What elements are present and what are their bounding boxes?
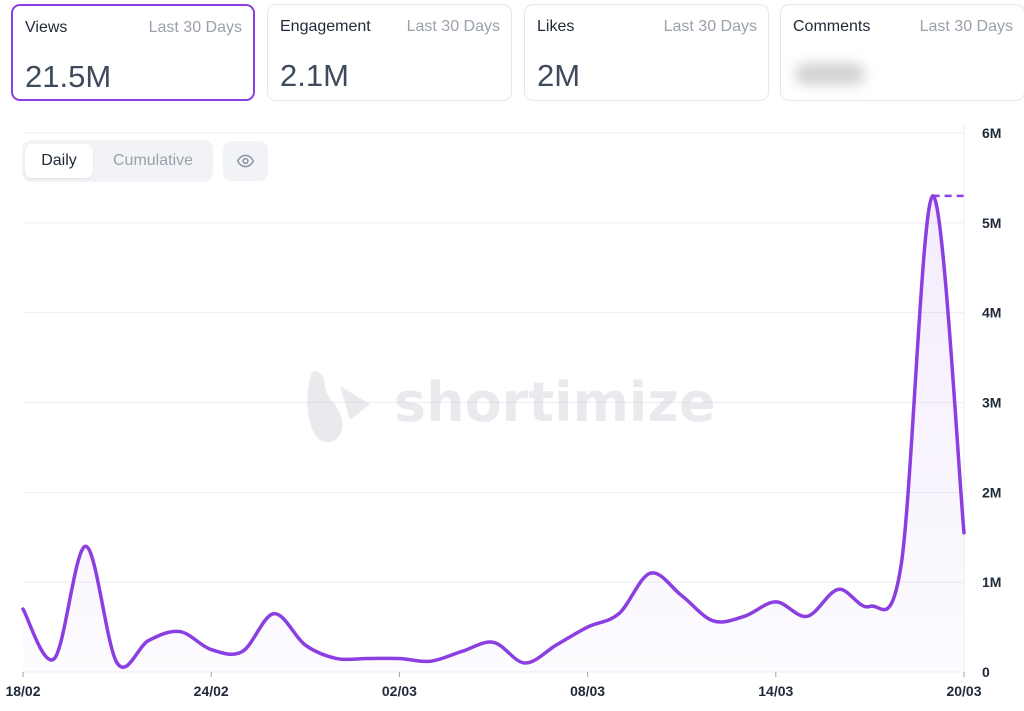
metric-value: 2.1M: [280, 58, 349, 93]
eye-icon: [236, 154, 255, 168]
y-tick-label: 6M: [982, 125, 1001, 141]
y-tick-label: 5M: [982, 215, 1001, 231]
metric-period: Last 30 Days: [919, 18, 1013, 35]
y-tick-label: 3M: [982, 395, 1001, 411]
blurred-value: [795, 63, 865, 85]
metric-card-likes[interactable]: Likes Last 30 Days 2M: [524, 4, 769, 101]
metric-period: Last 30 Days: [148, 19, 242, 36]
x-tick-label: 14/03: [758, 683, 793, 699]
metric-card-comments[interactable]: Comments Last 30 Days: [780, 4, 1024, 101]
x-tick-label: 20/03: [946, 683, 981, 699]
metric-period: Last 30 Days: [406, 18, 500, 35]
daily-toggle-button[interactable]: Daily: [25, 144, 93, 178]
metric-period: Last 30 Days: [663, 18, 757, 35]
metric-card-views[interactable]: Views Last 30 Days 21.5M: [11, 4, 255, 101]
watermark-logo: shortimize: [307, 370, 715, 442]
x-tick-label: 18/02: [5, 683, 40, 699]
metric-label: Views: [25, 19, 68, 36]
y-tick-label: 0: [982, 664, 990, 680]
x-tick-label: 08/03: [570, 683, 605, 699]
view-mode-toggle: Daily Cumulative: [22, 140, 213, 182]
y-tick-label: 1M: [982, 574, 1001, 590]
metric-value: 2M: [537, 58, 581, 93]
visibility-toggle-button[interactable]: [223, 141, 268, 181]
cumulative-toggle-button[interactable]: Cumulative: [112, 152, 194, 169]
metric-label: Comments: [793, 18, 871, 35]
metric-label: Likes: [537, 18, 575, 35]
metric-card-engagement[interactable]: Engagement Last 30 Days 2.1M: [267, 4, 512, 101]
x-tick-label: 02/03: [382, 683, 417, 699]
metric-value: 21.5M: [25, 59, 112, 94]
series-area: [23, 195, 964, 672]
watermark-text: shortimize: [394, 371, 715, 434]
y-tick-label: 4M: [982, 305, 1001, 321]
y-tick-label: 2M: [982, 484, 1001, 500]
x-tick-label: 24/02: [194, 683, 229, 699]
metric-label: Engagement: [280, 18, 371, 35]
